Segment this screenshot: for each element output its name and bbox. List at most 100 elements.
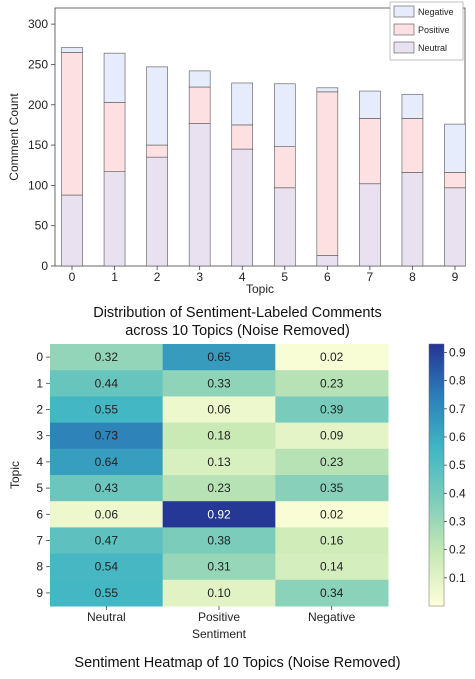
bar-chart-title-line: across 10 Topics (Noise Removed) <box>125 323 350 339</box>
y-tick-label: 9 <box>36 586 43 600</box>
colorbar-bar <box>428 343 445 607</box>
bar-negative <box>444 123 466 173</box>
bar-chart-title: Distribution of Sentiment-Labeled Commen… <box>0 304 475 340</box>
heatmap-cell-label: 0.23 <box>207 481 231 495</box>
heatmap-cell <box>275 553 389 581</box>
heatmap-cell-label: 0.92 <box>207 507 231 521</box>
heatmap-cell-label: 0.02 <box>320 507 344 521</box>
heatmap-cell <box>50 501 164 528</box>
legend-swatch-positive <box>393 23 415 36</box>
heatmap-cell-label: 0.14 <box>320 560 344 574</box>
bar-neutral <box>61 194 83 267</box>
bar-chart: 0 50 100 150 200 250 300 0 1 2 3 4 5 6 7 8 9 Topic Comment… <box>7 1 466 296</box>
heatmap-cell <box>275 344 389 371</box>
x-tick-label: 9 <box>452 270 459 284</box>
heatmap-cell-label: 0.23 <box>320 455 344 469</box>
bar-positive <box>359 118 381 185</box>
heatmap-cell-label: 0.06 <box>95 507 119 521</box>
heatmap-cell <box>162 370 276 397</box>
heatmap-cell-label: 0.06 <box>207 403 231 417</box>
heatmap-cell-label: 0.55 <box>95 403 119 417</box>
bar-neutral <box>444 187 466 267</box>
y-tick-label: 3 <box>36 429 43 443</box>
heatmap-cell <box>162 475 276 502</box>
heatmap-cell <box>275 475 389 502</box>
heatmap-cell <box>50 344 164 371</box>
bar-positive <box>103 102 126 172</box>
bar-negative <box>231 82 254 126</box>
heatmap-cell <box>275 370 389 397</box>
heatmap-cell-label: 0.44 <box>95 376 119 390</box>
x-axis-label: Topic <box>246 282 274 296</box>
x-axis-label: Sentiment <box>192 627 247 641</box>
y-tick-label: 100 <box>28 178 48 192</box>
x-tick-label: 2 <box>154 270 161 284</box>
colorbar-tick-label: 0.2 <box>449 543 466 557</box>
bar-neutral <box>103 171 126 267</box>
heatmap-cell-label: 0.09 <box>320 429 344 443</box>
heatmap-cell <box>50 579 164 607</box>
bar-positive <box>231 124 254 150</box>
x-tick-label: 7 <box>367 270 374 284</box>
heatmap-cell <box>275 527 389 555</box>
bar-positive <box>273 146 296 189</box>
heatmap-cell-label: 0.34 <box>320 586 344 600</box>
bar-negative <box>273 83 296 147</box>
colorbar-tick-label: 0.3 <box>449 514 466 528</box>
heatmap-cell-label: 0.54 <box>95 560 119 574</box>
bar-negative <box>401 93 424 119</box>
colorbar-tick-label: 0.6 <box>449 430 466 444</box>
bar-negative <box>146 66 168 146</box>
y-axis-label: Comment Count <box>7 93 21 181</box>
bar-chart-title-line: Distribution of Sentiment-Labeled Commen… <box>93 305 382 321</box>
y-tick-label: 250 <box>28 57 48 71</box>
bar-negative <box>359 90 381 119</box>
x-tick-label: 4 <box>239 270 246 284</box>
heatmap-cell-label: 0.47 <box>95 534 119 548</box>
x-tick-label: Positive <box>198 610 240 624</box>
x-tick-label: 3 <box>196 270 203 284</box>
bar-neutral <box>401 172 424 267</box>
bar-positive <box>316 91 339 256</box>
heatmap-cell <box>162 501 276 528</box>
y-tick-label: 6 <box>36 507 43 521</box>
y-axis-label: Topic <box>8 461 22 489</box>
heatmap-cell-label: 0.64 <box>95 455 119 469</box>
heatmap-title: Sentiment Heatmap of 10 Topics (Noise Re… <box>74 655 401 671</box>
colorbar-tick-label: 0.8 <box>449 374 466 388</box>
heatmap-cell-label: 0.02 <box>320 350 344 364</box>
bar-neutral <box>146 156 168 267</box>
heatmap-cell <box>50 527 164 555</box>
heatmap-cell <box>50 422 164 450</box>
bar-negative <box>103 52 126 103</box>
colorbar: 0.1 0.2 0.3 0.4 0.5 0.6 0.7 0.8 0.9 <box>428 343 466 607</box>
x-tick-label: 1 <box>111 270 118 284</box>
heatmap-cell <box>162 422 276 450</box>
bar-negative <box>188 70 211 88</box>
heatmap-cell <box>50 448 164 476</box>
heatmap-cell-label: 0.73 <box>95 429 119 443</box>
bar-neutral <box>316 255 339 267</box>
bar-positive <box>188 86 211 124</box>
bar-positive <box>401 118 424 173</box>
colorbar-tick-label: 0.5 <box>449 458 466 472</box>
colorbar-tick-label: 0.4 <box>449 486 466 500</box>
heatmap-cell-label: 0.10 <box>207 586 231 600</box>
bar-negative <box>316 87 339 93</box>
y-tick-label: 7 <box>36 534 43 548</box>
bar-neutral <box>273 187 296 267</box>
bar-positive <box>61 52 83 196</box>
heatmap-cell-label: 0.31 <box>207 560 231 574</box>
heatmap-cell <box>162 448 276 476</box>
legend-label: Positive <box>418 25 450 35</box>
heatmap-cell <box>162 579 276 607</box>
heatmap: 0.32 0.65 0.02 0.44 0.33 0.23 0.55 0.06 0.39 0.73… <box>8 344 389 641</box>
heatmap-cell-label: 0.65 <box>207 350 231 364</box>
y-tick-label: 4 <box>36 455 43 469</box>
colorbar-tick-label: 0.9 <box>449 345 466 359</box>
heatmap-cell <box>162 344 276 371</box>
x-tick-label: 6 <box>324 270 331 284</box>
bar-negative <box>61 47 83 53</box>
colorbar-tick-label: 0.1 <box>449 571 466 585</box>
y-tick-label: 2 <box>36 403 43 417</box>
